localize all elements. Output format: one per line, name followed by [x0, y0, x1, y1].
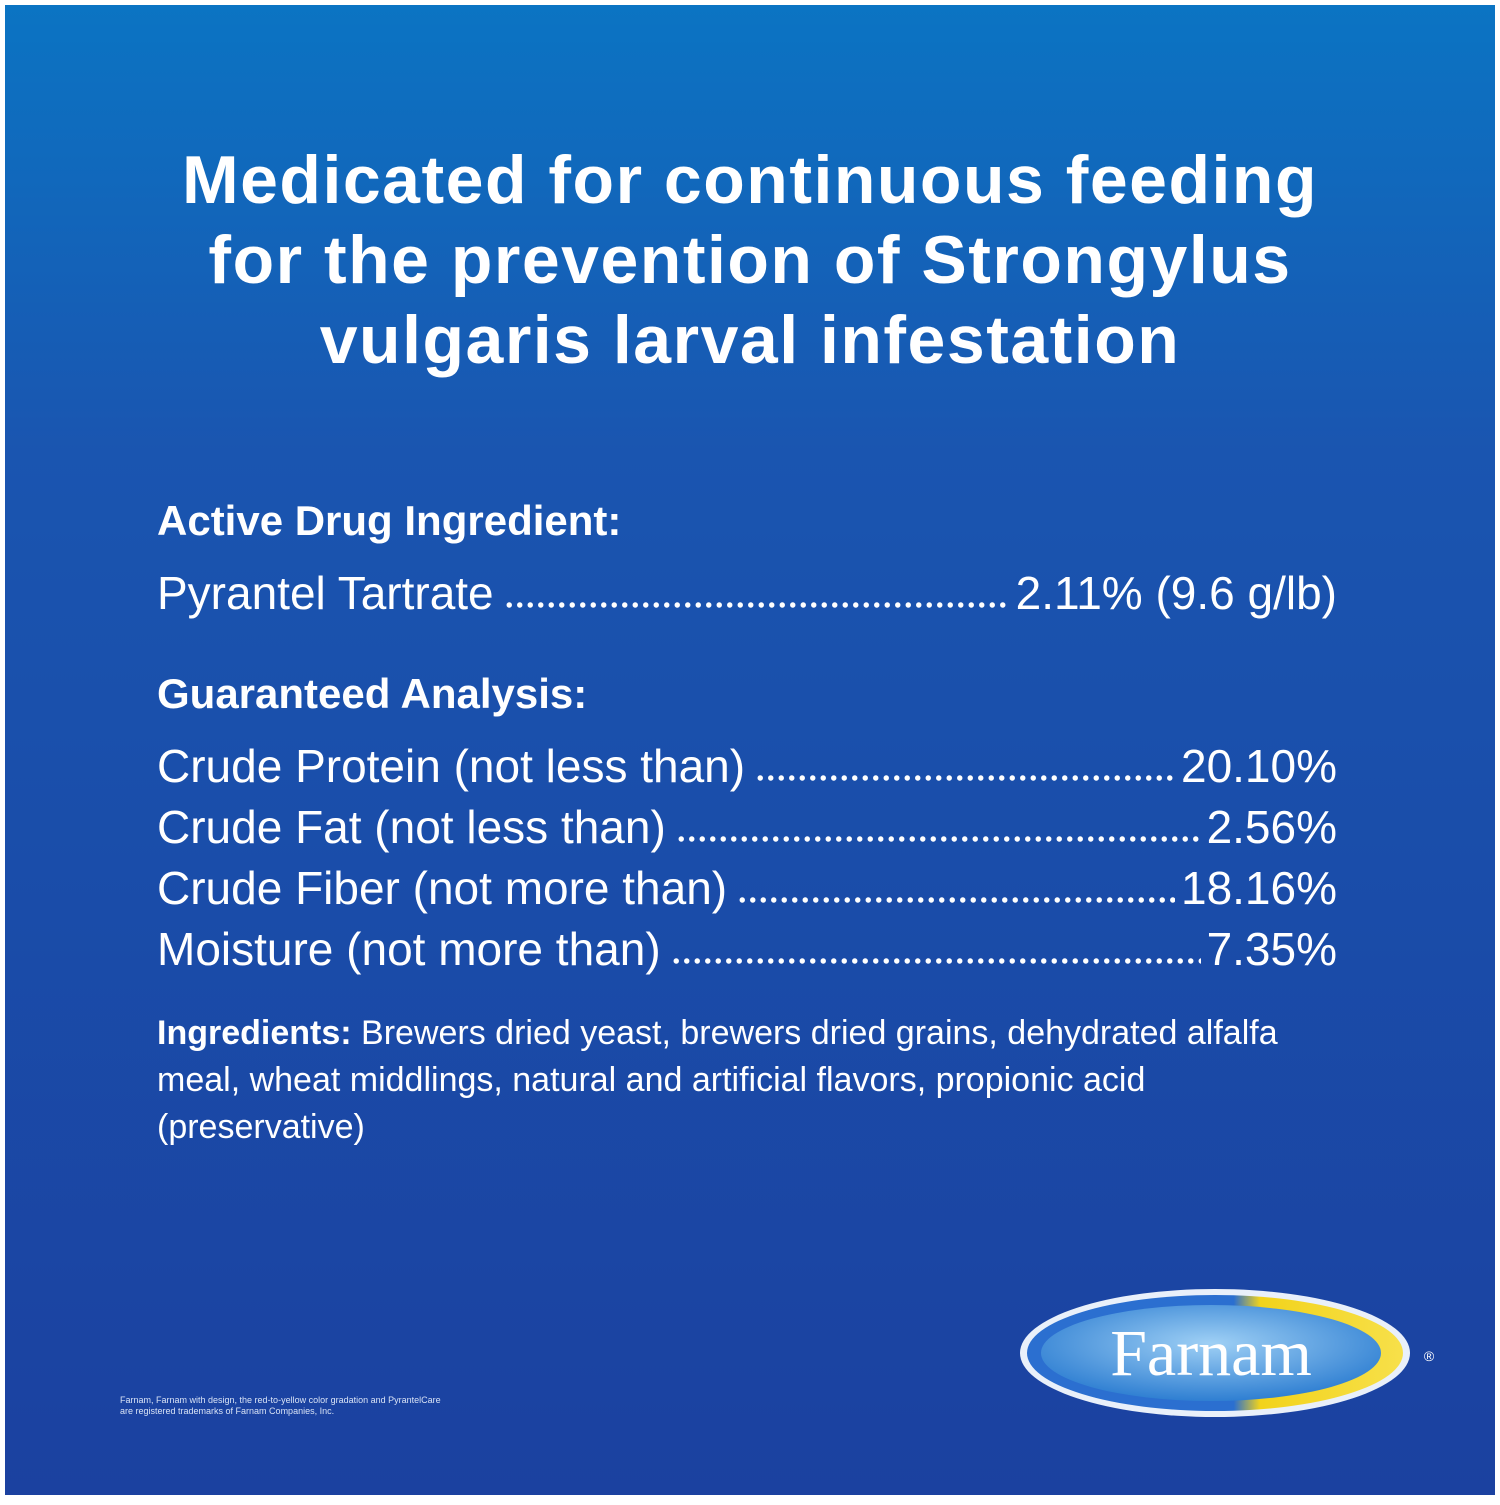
headline-line: Medicated for continuous feeding	[181, 142, 1319, 218]
row-name: Crude Fiber (not more than)	[157, 862, 728, 914]
dot-leader	[737, 895, 1175, 905]
dot-leader	[755, 773, 1175, 783]
analysis-row: Moisture (not more than) 7.35%	[157, 921, 1337, 977]
row-name: Crude Fat (not less than)	[157, 801, 666, 853]
headline-line: for the prevention of Strongylus	[208, 222, 1292, 298]
ingredients-label: Ingredients:	[157, 1014, 352, 1052]
analysis-row: Crude Fiber (not more than) 18.16%	[157, 860, 1337, 916]
ingredients-text: Brewers dried yeast, brewers dried grain…	[157, 1014, 1278, 1146]
row-name: Crude Protein (not less than)	[157, 740, 746, 792]
dot-leader	[675, 834, 1201, 844]
row-name: Moisture (not more than)	[157, 923, 661, 975]
row-value: 20.10%	[1180, 740, 1337, 792]
logo: Farnam ®	[1020, 1289, 1435, 1417]
ingredients: Ingredients: Brewers dried yeast, brewer…	[157, 1010, 1347, 1151]
logo-name: Farnam	[1110, 1317, 1312, 1390]
headline: Medicated for continuous feeding for the…	[5, 140, 1495, 380]
section-heading: Guaranteed Analysis:	[157, 670, 588, 717]
ingredient-row: Pyrantel Tartrate 2.11% (9.6 g/lb)	[157, 565, 1337, 621]
dot-leader	[503, 600, 1010, 610]
analysis-row: Crude Fat (not less than) 2.56%	[157, 799, 1337, 855]
row-value: 2.56%	[1206, 801, 1337, 853]
row-value: 18.16%	[1180, 862, 1337, 914]
footnote-line: are registered trademarks of Farnam Comp…	[120, 1406, 335, 1416]
logo-center	[1041, 1305, 1381, 1401]
row-value: 7.35%	[1206, 923, 1337, 975]
dot-leader	[670, 956, 1201, 966]
footnote-line: Farnam, Farnam with design, the red-to-y…	[120, 1395, 441, 1405]
row-value: 2.11% (9.6 g/lb)	[1015, 567, 1337, 619]
label-panel: Medicated for continuous feeding for the…	[5, 5, 1495, 1495]
row-name: Pyrantel Tartrate	[157, 567, 494, 619]
logo-mark: ®	[1424, 1348, 1435, 1364]
headline-line: vulgaris larval infestation	[319, 302, 1181, 378]
section-heading: Active Drug Ingredient:	[157, 497, 622, 544]
analysis-row: Crude Protein (not less than) 20.10%	[157, 738, 1337, 794]
footnote: Farnam, Farnam with design, the red-to-y…	[120, 1395, 441, 1417]
